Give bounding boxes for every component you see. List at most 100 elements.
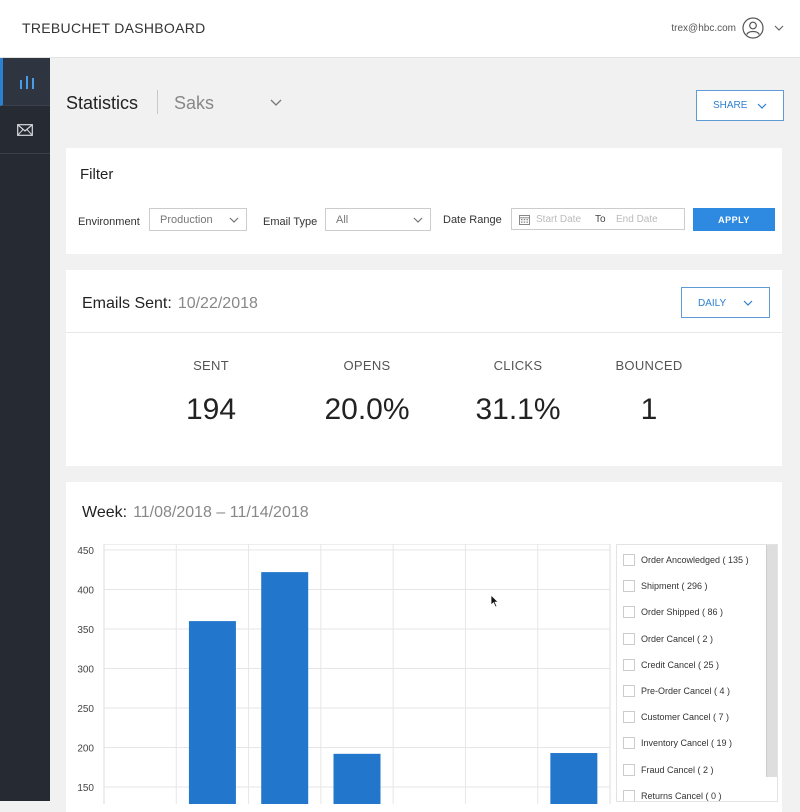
stat-value: 194	[185, 393, 237, 426]
y-tick-label: 250	[77, 704, 94, 715]
stat-value: 31.1%	[475, 393, 561, 426]
legend-checkbox[interactable]	[623, 554, 635, 566]
date-range-input[interactable]: Start Date To End Date	[511, 208, 685, 230]
legend-item[interactable]: Customer Cancel ( 7 )	[623, 710, 729, 724]
legend-item[interactable]: Order Cancel ( 2 )	[623, 632, 713, 646]
period-select-button[interactable]: DAILY	[681, 287, 770, 318]
legend-checkbox[interactable]	[623, 632, 635, 645]
user-avatar-icon[interactable]	[742, 17, 764, 39]
legend-checkbox[interactable]	[623, 606, 635, 619]
date-range-label: Date Range	[443, 214, 502, 226]
email-type-label: Email Type	[263, 216, 318, 228]
email-type-select[interactable]: All	[325, 208, 431, 231]
chart-bar	[333, 753, 381, 804]
end-date-field[interactable]: End Date	[616, 214, 658, 225]
legend-label: Order Shipped ( 86 )	[641, 607, 724, 618]
environment-value: Production	[160, 214, 213, 226]
legend-item[interactable]: Credit Cancel ( 25 )	[623, 658, 719, 672]
plot-frame	[103, 544, 611, 804]
emails-sent-heading: Emails Sent: 10/22/2018	[82, 295, 258, 313]
top-bar: TREBUCHET DASHBOARD trex@hbc.com	[0, 0, 800, 58]
environment-label: Environment	[78, 216, 140, 228]
legend-label: Order Cancel ( 2 )	[641, 633, 714, 644]
week-heading: Week: 11/08/2018 – 11/14/2018	[82, 504, 309, 522]
y-tick-label: 300	[77, 665, 94, 676]
legend-item[interactable]: Inventory Cancel ( 19 )	[623, 736, 732, 750]
stat-bounced: BOUNCED 1	[589, 358, 709, 427]
legend-label: Inventory Cancel ( 19 )	[641, 738, 733, 749]
week-title: Week:	[82, 504, 128, 521]
week-range: 11/08/2018 – 11/14/2018	[133, 504, 309, 521]
legend-item[interactable]: Order Ancowledged ( 135 )	[623, 553, 749, 567]
chevron-down-icon[interactable]	[774, 24, 784, 32]
chevron-down-icon	[229, 217, 239, 223]
legend-checkbox[interactable]	[623, 789, 635, 801]
legend-label: Returns Cancel ( 0 )	[641, 790, 722, 801]
environment-select[interactable]: Production	[149, 208, 247, 231]
title-divider	[157, 90, 158, 114]
legend-item[interactable]: Pre-Order Cancel ( 4 )	[623, 684, 730, 698]
y-tick-label: 150	[77, 783, 94, 794]
legend-checkbox[interactable]	[623, 711, 635, 724]
divider	[66, 332, 782, 333]
legend-checkbox[interactable]	[623, 685, 635, 697]
y-tick-label: 200	[77, 744, 94, 755]
envelope-icon	[17, 123, 33, 136]
week-card: Week: 11/08/2018 – 11/14/2018 150 200 250 30…	[66, 482, 782, 812]
filter-title: Filter	[80, 166, 114, 183]
stat-value: 1	[640, 393, 658, 426]
legend-checkbox[interactable]	[623, 580, 635, 593]
chart-legend: Order Ancowledged ( 135 ) Shipment ( 296 …	[616, 544, 778, 802]
start-date-field[interactable]: Start Date	[536, 214, 582, 225]
stat-label: OPENS	[343, 358, 391, 373]
legend-item[interactable]: Shipment ( 296 )	[623, 579, 708, 593]
week-bar-chart: 150 200 250 300 350 400 450	[77, 544, 611, 804]
legend-scrollbar[interactable]	[766, 545, 777, 777]
main-content: Statistics Saks SHARE Filter Environment…	[50, 58, 800, 812]
legend-checkbox[interactable]	[623, 737, 635, 750]
emails-sent-card: Emails Sent: 10/22/2018 DAILY SENT 194 OP…	[66, 270, 782, 466]
brand-select[interactable]: Saks	[174, 93, 215, 113]
stat-label: BOUNCED	[615, 358, 683, 373]
legend-label: Customer Cancel ( 7 )	[641, 712, 730, 723]
share-button[interactable]: SHARE	[696, 90, 784, 121]
sidebar-item-statistics[interactable]	[0, 58, 50, 106]
sidebar	[0, 58, 50, 801]
email-type-value: All	[336, 214, 349, 226]
legend-checkbox[interactable]	[623, 763, 635, 776]
user-menu[interactable]: trex@hbc.com	[671, 17, 784, 39]
chevron-down-icon[interactable]	[270, 98, 282, 107]
y-tick-label: 400	[77, 586, 94, 597]
y-tick-label: 350	[77, 625, 94, 636]
user-email: trex@hbc.com	[671, 22, 736, 34]
emails-sent-title: Emails Sent:	[82, 295, 172, 312]
stat-label: CLICKS	[493, 358, 543, 373]
chart-bar	[550, 753, 598, 804]
period-label: DAILY	[698, 298, 727, 309]
chevron-down-icon	[757, 103, 767, 109]
apply-button[interactable]: APPLY	[693, 208, 775, 231]
calendar-icon	[519, 215, 530, 225]
legend-label: Pre-Order Cancel ( 4 )	[641, 686, 731, 696]
legend-label: Shipment ( 296 )	[641, 581, 708, 592]
mouse-pointer-icon	[490, 594, 500, 608]
legend-item[interactable]: Order Shipped ( 86 )	[623, 605, 723, 619]
legend-checkbox[interactable]	[623, 658, 635, 671]
stat-opens: OPENS 20.0%	[307, 358, 427, 427]
stat-clicks: CLICKS 31.1%	[458, 358, 578, 427]
share-button-label: SHARE	[713, 100, 748, 111]
legend-label: Credit Cancel ( 25 )	[641, 659, 720, 670]
legend-item[interactable]: Fraud Cancel ( 2 )	[623, 763, 714, 777]
app-title[interactable]: TREBUCHET DASHBOARD	[22, 20, 206, 36]
y-tick-label: 450	[77, 546, 94, 557]
to-label: To	[595, 214, 606, 225]
legend-label: Fraud Cancel ( 2 )	[641, 764, 714, 775]
emails-sent-date: 10/22/2018	[177, 295, 258, 312]
sidebar-item-email[interactable]	[0, 106, 50, 154]
legend-item[interactable]: Returns Cancel ( 0 )	[623, 789, 722, 801]
stat-value: 20.0%	[324, 393, 410, 426]
filter-card: Filter Environment Production Email Type…	[66, 148, 782, 254]
stat-label: SENT	[193, 358, 229, 373]
page-title: Statistics	[66, 93, 139, 113]
chart-bar	[188, 621, 236, 804]
